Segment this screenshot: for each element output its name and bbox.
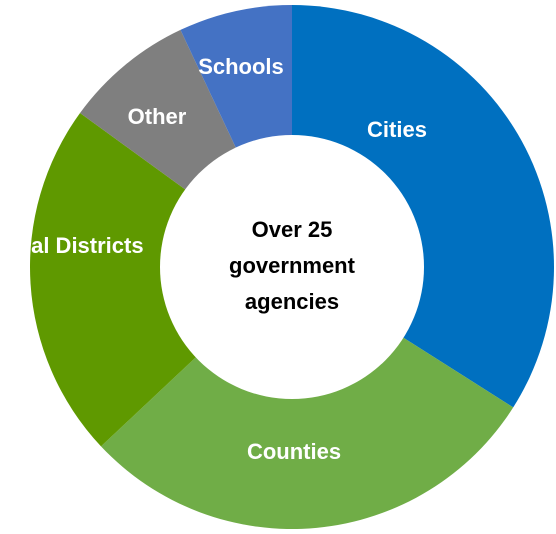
center-text: agencies	[245, 289, 339, 314]
center-text: government	[229, 253, 356, 278]
segment-label: Counties	[247, 439, 341, 464]
center-text: Over 25	[252, 217, 333, 242]
donut-hole	[160, 135, 424, 399]
segment-label: Cities	[367, 117, 427, 142]
segment-label: Other	[128, 104, 187, 129]
segment-label: Schools	[198, 54, 284, 79]
segment-label: Special Districts	[0, 233, 144, 258]
